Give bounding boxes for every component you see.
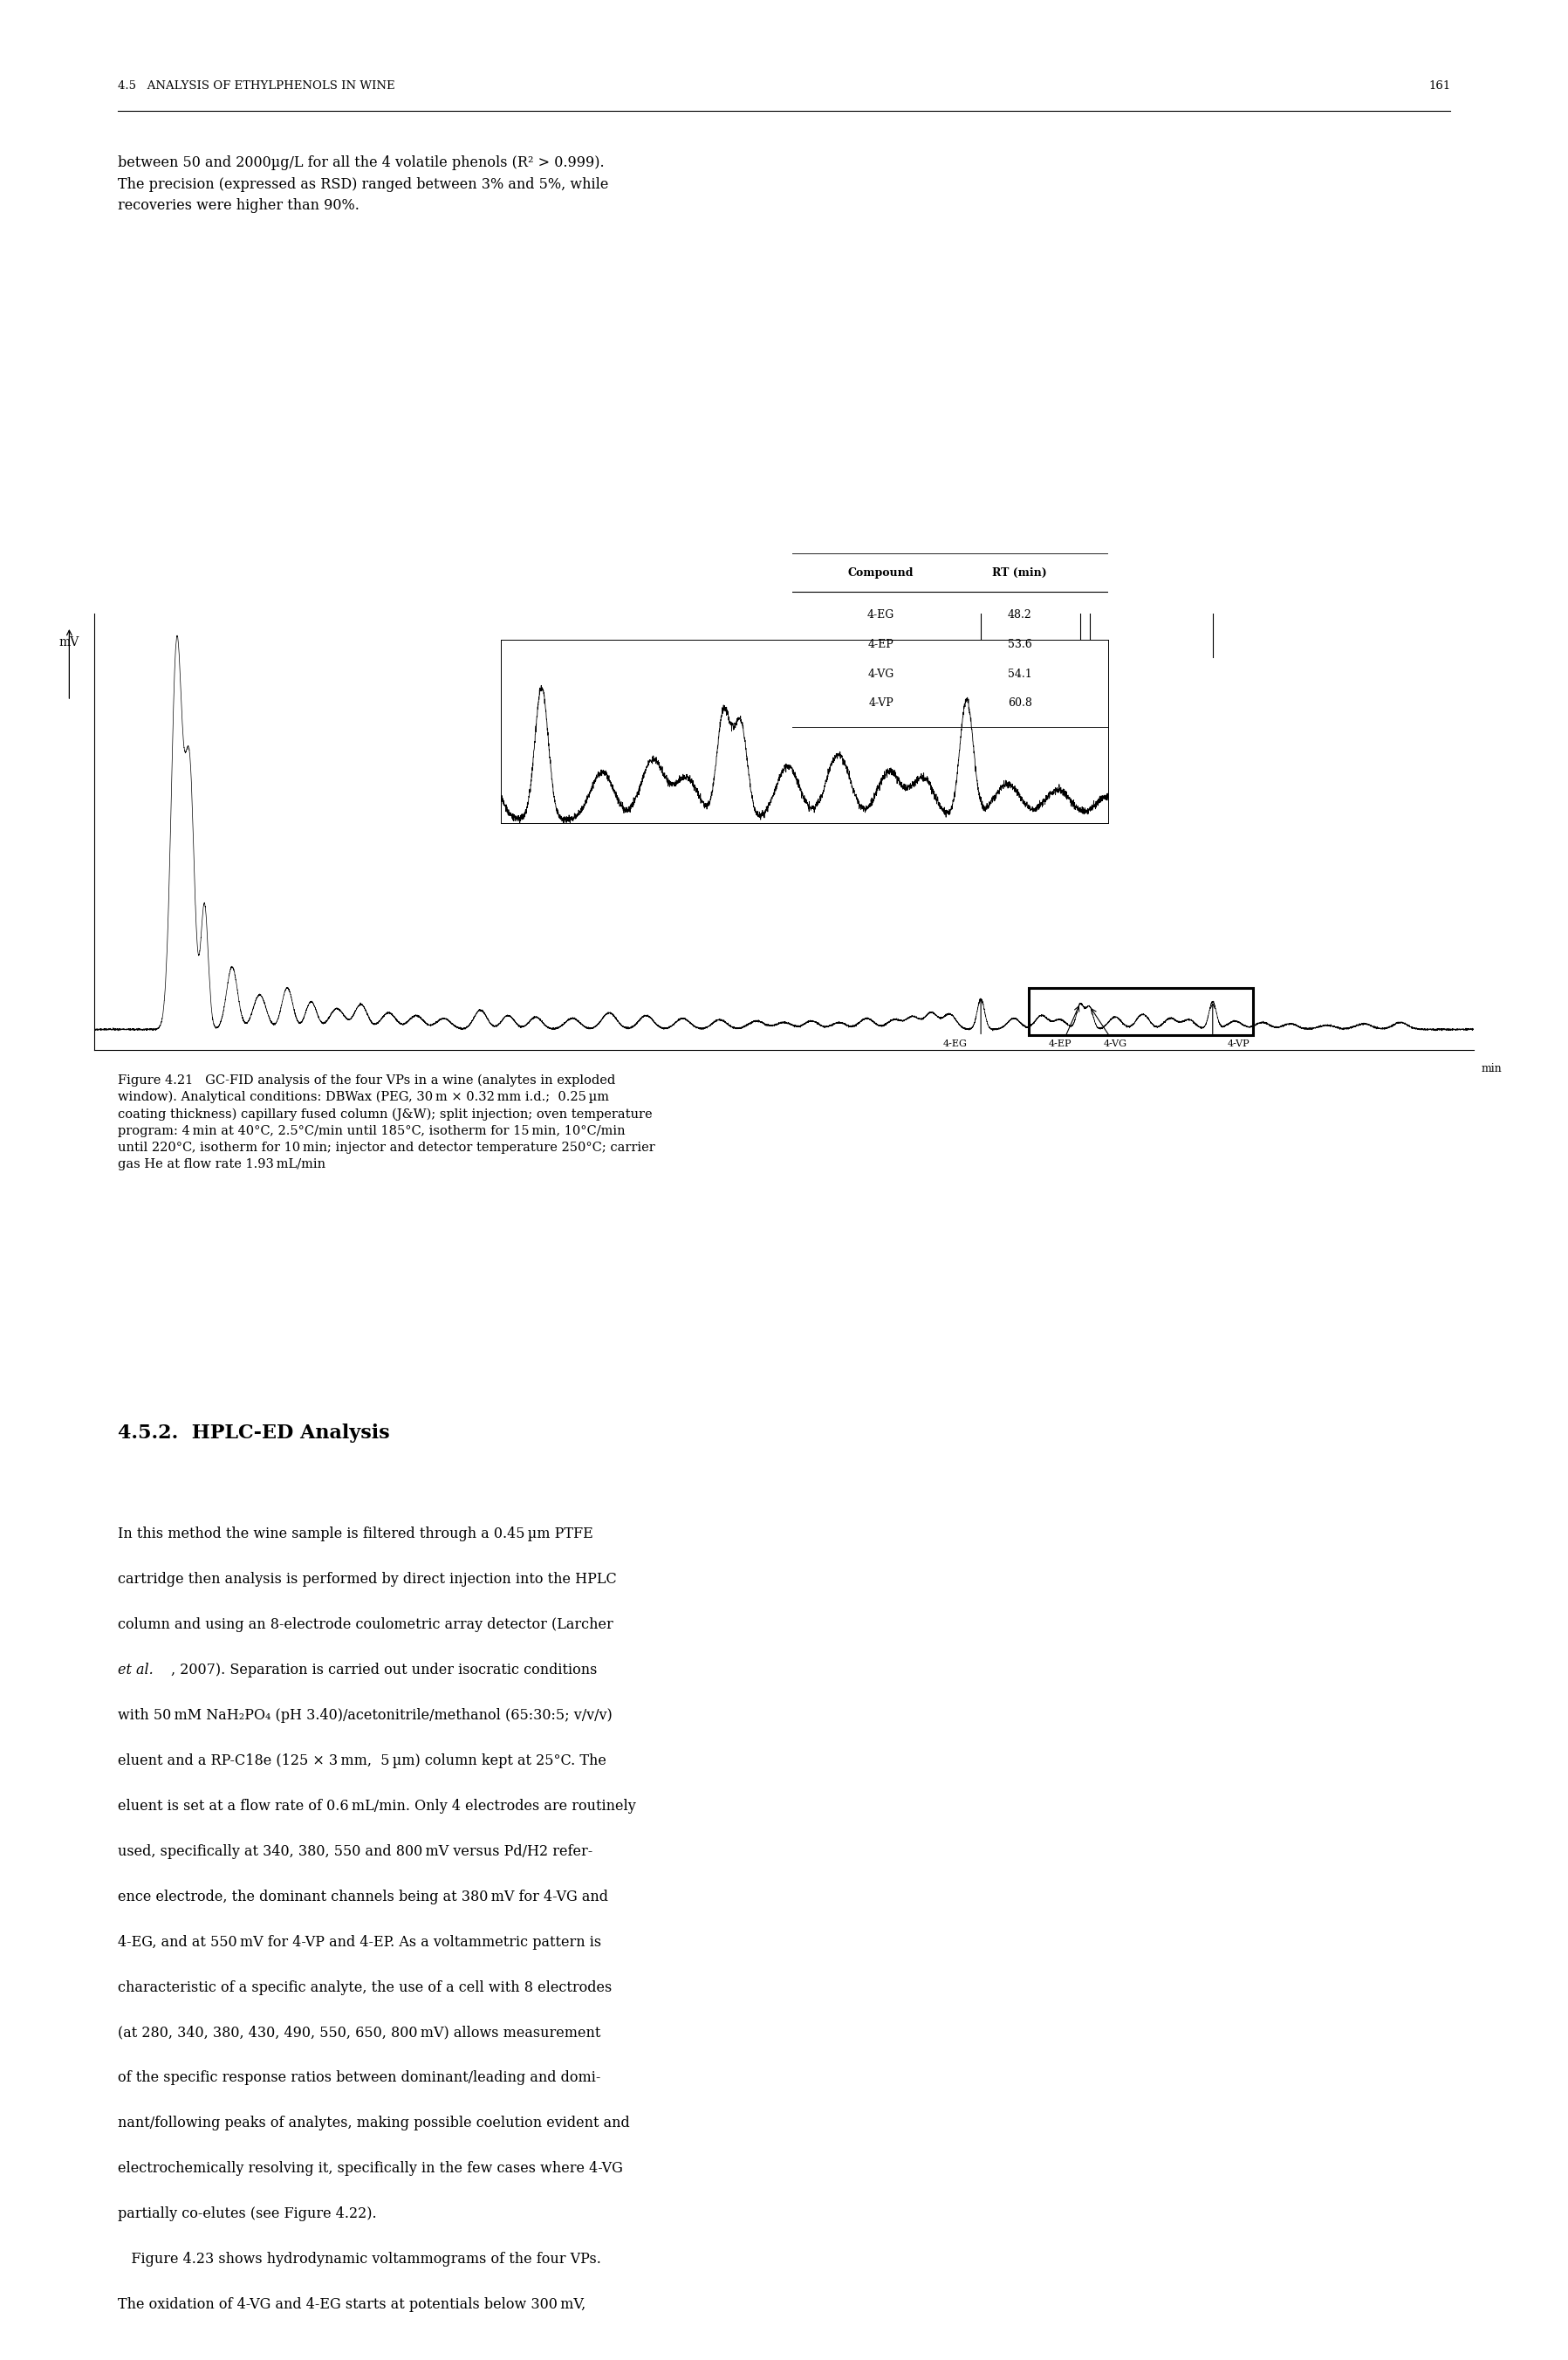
Text: 4.5   ANALYSIS OF ETHYLPHENOLS IN WINE: 4.5 ANALYSIS OF ETHYLPHENOLS IN WINE — [118, 80, 395, 92]
Text: partially co-elutes (see Figure 4.22).: partially co-elutes (see Figure 4.22). — [118, 2207, 376, 2221]
Text: 4-VP: 4-VP — [1228, 1038, 1250, 1048]
Text: mV: mV — [60, 637, 80, 649]
Text: eluent is set at a flow rate of 0.6 mL/min. Only 4 electrodes are routinely: eluent is set at a flow rate of 0.6 mL/m… — [118, 1798, 635, 1812]
Text: characteristic of a specific analyte, the use of a cell with 8 electrodes: characteristic of a specific analyte, th… — [118, 1980, 612, 1994]
Text: cartridge then analysis is performed by direct injection into the HPLC: cartridge then analysis is performed by … — [118, 1572, 616, 1586]
Text: of the specific response ratios between dominant/leading and domi-: of the specific response ratios between … — [118, 2070, 601, 2086]
Text: 161: 161 — [1428, 80, 1450, 92]
Text: 4-EP: 4-EP — [1049, 1038, 1071, 1048]
Text: RT (min): RT (min) — [993, 566, 1047, 578]
Text: 60.8: 60.8 — [1008, 699, 1032, 708]
Text: between 50 and 2000µg/L for all the 4 volatile phenols (R² > 0.999).
The precisi: between 50 and 2000µg/L for all the 4 vo… — [118, 156, 608, 212]
Text: min: min — [1480, 1064, 1502, 1074]
Text: electrochemically resolving it, specifically in the few cases where 4-VG: electrochemically resolving it, specific… — [118, 2162, 622, 2176]
Text: nant/following peaks of analytes, making possible coelution evident and: nant/following peaks of analytes, making… — [118, 2117, 630, 2131]
Text: et al.: et al. — [118, 1664, 154, 1678]
Text: eluent and a RP-C18e (125 × 3 mm,  5 µm) column kept at 25°C. The: eluent and a RP-C18e (125 × 3 mm, 5 µm) … — [118, 1753, 607, 1768]
Text: 4-VP: 4-VP — [869, 699, 894, 708]
Text: 4-EP: 4-EP — [869, 640, 894, 649]
Text: ence electrode, the dominant channels being at 380 mV for 4-VG and: ence electrode, the dominant channels be… — [118, 1890, 608, 1905]
Text: The oxidation of 4-VG and 4-EG starts at potentials below 300 mV,: The oxidation of 4-VG and 4-EG starts at… — [118, 2296, 585, 2313]
Text: (at 280, 340, 380, 430, 490, 550, 650, 800 mV) allows measurement: (at 280, 340, 380, 430, 490, 550, 650, 8… — [118, 2025, 601, 2039]
Text: , 2007). Separation is carried out under isocratic conditions: , 2007). Separation is carried out under… — [171, 1664, 597, 1678]
Text: 4-VG: 4-VG — [867, 668, 894, 680]
Text: 54.1: 54.1 — [1008, 668, 1032, 680]
Text: Compound: Compound — [848, 566, 914, 578]
Text: 53.6: 53.6 — [1008, 640, 1032, 649]
Text: 4-EG: 4-EG — [867, 609, 895, 621]
Text: used, specifically at 340, 380, 550 and 800 mV versus Pd/H2 refer-: used, specifically at 340, 380, 550 and … — [118, 1843, 593, 1860]
Text: column and using an 8-electrode coulometric array detector (Larcher: column and using an 8-electrode coulomet… — [118, 1617, 613, 1633]
Bar — [1029, 989, 1253, 1036]
Text: Figure 4.23 shows hydrodynamic voltammograms of the four VPs.: Figure 4.23 shows hydrodynamic voltammog… — [118, 2251, 601, 2266]
Text: 4-EG, and at 550 mV for 4-VP and 4-EP. As a voltammetric pattern is: 4-EG, and at 550 mV for 4-VP and 4-EP. A… — [118, 1935, 601, 1949]
Text: 4-EG: 4-EG — [942, 1038, 967, 1048]
Text: 4-VG: 4-VG — [1104, 1038, 1127, 1048]
Text: 4.5.2.  HPLC-ED Analysis: 4.5.2. HPLC-ED Analysis — [118, 1423, 389, 1442]
Text: 48.2: 48.2 — [1008, 609, 1032, 621]
Text: In this method the wine sample is filtered through a 0.45 µm PTFE: In this method the wine sample is filter… — [118, 1527, 593, 1541]
Text: Figure 4.21   GC-FID analysis of the four VPs in a wine (analytes in exploded
wi: Figure 4.21 GC-FID analysis of the four … — [118, 1074, 655, 1171]
Text: with 50 mM NaH₂PO₄ (pH 3.40)/acetonitrile/methanol (65:30:5; v/v/v): with 50 mM NaH₂PO₄ (pH 3.40)/acetonitril… — [118, 1709, 612, 1723]
